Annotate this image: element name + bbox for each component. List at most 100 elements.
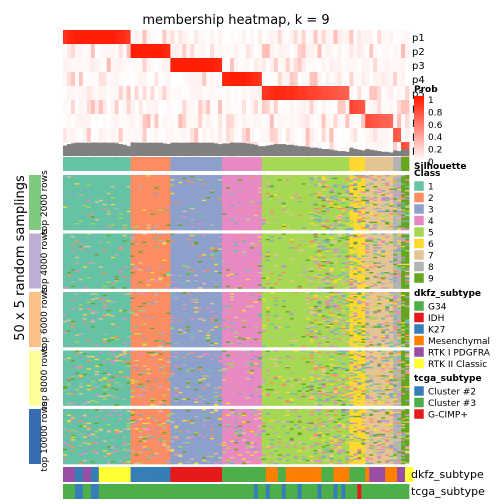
prob-cell — [333, 72, 337, 86]
prob-cell — [115, 58, 119, 72]
sampling-cell — [166, 229, 170, 231]
silhouette-mark — [322, 149, 326, 156]
prob-cell — [63, 86, 67, 100]
prob-cell — [262, 114, 266, 128]
prob-cell — [83, 44, 87, 58]
sampling-cell — [258, 229, 262, 231]
prob-cell — [322, 114, 326, 128]
prob-cell — [377, 58, 381, 72]
prob-cell — [67, 30, 71, 44]
prob-cell — [306, 86, 310, 100]
prob-cell — [290, 30, 294, 44]
sampling-cell — [389, 229, 393, 231]
silhouette-mark — [127, 146, 131, 156]
prob-cell — [83, 30, 87, 44]
sampling-cell — [250, 229, 254, 231]
class-cell — [135, 157, 139, 171]
prob-cell — [274, 30, 278, 44]
silhouette-mark — [389, 153, 393, 157]
prob-cell — [238, 30, 242, 44]
sampling-cell — [147, 229, 151, 231]
prob-cell — [246, 86, 250, 100]
prob-cell — [135, 114, 139, 128]
prob-cell — [314, 128, 318, 142]
silhouette-mark — [190, 143, 194, 156]
prob-cell — [282, 86, 286, 100]
prob-cell — [158, 86, 162, 100]
prob-cell — [337, 44, 341, 58]
class-cell — [170, 157, 174, 171]
sampling-cell — [282, 229, 286, 231]
class-cell — [357, 157, 361, 171]
silhouette-mark — [202, 143, 206, 156]
prob-cell — [337, 86, 341, 100]
silhouette-mark — [262, 146, 266, 156]
prob-cell — [314, 44, 318, 58]
prob-cell — [186, 44, 190, 58]
prob-cell — [182, 30, 186, 44]
sampling-cell — [103, 229, 107, 231]
prob-cell — [405, 86, 409, 100]
prob-cell — [206, 58, 210, 72]
prob-cell — [290, 44, 294, 58]
prob-cell — [357, 44, 361, 58]
prob-cell — [278, 128, 282, 142]
prob-cell — [230, 58, 234, 72]
class-cell — [143, 157, 147, 171]
prob-cell — [139, 100, 143, 114]
prob-cell — [79, 58, 83, 72]
prob-cell — [270, 72, 274, 86]
prob-cell — [202, 58, 206, 72]
prob-cell — [158, 58, 162, 72]
prob-cell — [262, 128, 266, 142]
silhouette-mark — [310, 148, 314, 156]
prob-cell — [353, 128, 357, 142]
prob-cell — [206, 86, 210, 100]
prob-cell — [298, 72, 302, 86]
prob-cell — [150, 86, 154, 100]
prob-cell — [154, 128, 158, 142]
silhouette-mark — [170, 143, 174, 156]
prob-cell — [357, 58, 361, 72]
class-cell — [230, 157, 234, 171]
class-cell — [250, 157, 254, 171]
prob-cell — [341, 58, 345, 72]
prob-cell — [119, 114, 123, 128]
prob-cell — [162, 86, 166, 100]
class-cell — [290, 157, 294, 171]
prob-cell — [67, 114, 71, 128]
prob-cell — [254, 58, 258, 72]
prob-cell — [298, 100, 302, 114]
prob-cell — [333, 30, 337, 44]
prob-cell — [139, 114, 143, 128]
prob-cell — [325, 44, 329, 58]
class-cell — [242, 157, 246, 171]
prob-cell — [150, 30, 154, 44]
prob-cell — [381, 72, 385, 86]
prob-cell — [170, 72, 174, 86]
prob-cell — [166, 72, 170, 86]
prob-cell — [214, 86, 218, 100]
silhouette-mark — [226, 143, 230, 156]
prob-cell — [143, 30, 147, 44]
sampling-cell — [107, 229, 111, 231]
prob-cell — [135, 44, 139, 58]
prob-cell — [314, 72, 318, 86]
prob-cell — [286, 100, 290, 114]
prob-cell — [286, 72, 290, 86]
prob-cell — [397, 30, 401, 44]
sampling-cell — [298, 229, 302, 231]
prob-cell — [99, 128, 103, 142]
silhouette-mark — [87, 143, 91, 156]
prob-row-label: p3 — [412, 61, 425, 72]
prob-cell — [353, 100, 357, 114]
prob-cell — [329, 128, 333, 142]
prob-cell — [147, 128, 151, 142]
sampling-cell — [405, 229, 409, 231]
sampling-cell — [318, 229, 322, 231]
prob-cell — [131, 100, 135, 114]
prob-cell — [158, 128, 162, 142]
prob-cell — [329, 100, 333, 114]
silhouette-mark — [83, 143, 87, 156]
prob-cell — [274, 114, 278, 128]
